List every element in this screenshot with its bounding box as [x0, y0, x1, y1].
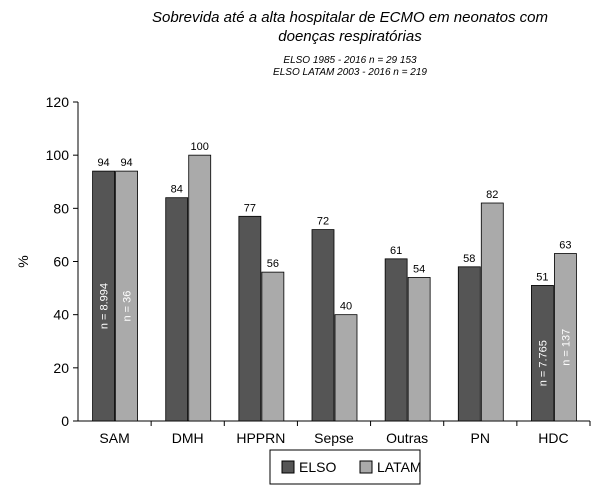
- bar: [334, 314, 358, 422]
- bar: [480, 202, 504, 422]
- value-label: 84: [171, 184, 183, 196]
- y-tick-label: 0: [61, 413, 69, 429]
- value-label: 94: [120, 157, 132, 169]
- y-tick-label: 40: [53, 307, 69, 323]
- legend-label: LATAM: [377, 459, 422, 475]
- bar: [457, 266, 481, 422]
- value-label: 77: [244, 202, 256, 214]
- bar: [115, 170, 138, 422]
- chart-subtitle: ELSO 1985 - 2016 n = 29 153: [283, 55, 417, 66]
- bar: [311, 229, 335, 422]
- bar: [554, 253, 577, 422]
- y-tick-label: 80: [53, 200, 69, 216]
- legend-swatch: [359, 460, 373, 474]
- x-tick-label: DMH: [172, 430, 204, 446]
- bar: [384, 258, 408, 422]
- bar: [238, 215, 262, 422]
- bar: [531, 285, 554, 422]
- x-tick-label: Sepse: [314, 430, 354, 446]
- value-label: 72: [317, 216, 329, 228]
- chart-subtitle: ELSO LATAM 2003 - 2016 n = 219: [273, 67, 427, 78]
- value-label: 61: [390, 245, 402, 257]
- chart-title: Sobrevida até a alta hospitalar de ECMO …: [152, 9, 548, 26]
- bar-annotation: n = 7.765: [537, 340, 549, 386]
- y-tick-label: 20: [53, 360, 69, 376]
- value-label: 94: [97, 157, 109, 169]
- value-label: 56: [267, 258, 279, 270]
- y-tick-label: 60: [53, 254, 69, 270]
- x-tick-label: PN: [471, 430, 490, 446]
- x-tick-label: SAM: [99, 430, 129, 446]
- bar: [188, 154, 212, 422]
- bar: [261, 271, 285, 422]
- bar: [92, 170, 115, 422]
- bar: [407, 277, 431, 422]
- legend-box: [269, 449, 421, 485]
- y-tick-label: 120: [46, 94, 70, 110]
- chart-title: doenças respiratórias: [278, 28, 422, 45]
- value-label: 51: [536, 271, 548, 283]
- value-label: 54: [413, 263, 425, 275]
- y-axis-label: %: [15, 255, 31, 267]
- x-tick-label: Outras: [386, 430, 428, 446]
- x-tick-label: HDC: [538, 430, 568, 446]
- value-label: 40: [340, 301, 352, 313]
- value-label: 58: [463, 253, 475, 265]
- legend-swatch: [281, 460, 295, 474]
- x-tick-label: HPPRN: [236, 430, 285, 446]
- bar: [165, 197, 189, 422]
- bar-annotation: n = 36: [122, 291, 134, 322]
- y-tick-label: 100: [46, 147, 70, 163]
- bar-annotation: n = 8.994: [99, 283, 111, 329]
- value-label: 100: [191, 141, 209, 153]
- bar-annotation: n = 137: [560, 329, 572, 366]
- legend-label: ELSO: [299, 459, 336, 475]
- value-label: 63: [559, 240, 571, 252]
- value-label: 82: [486, 189, 498, 201]
